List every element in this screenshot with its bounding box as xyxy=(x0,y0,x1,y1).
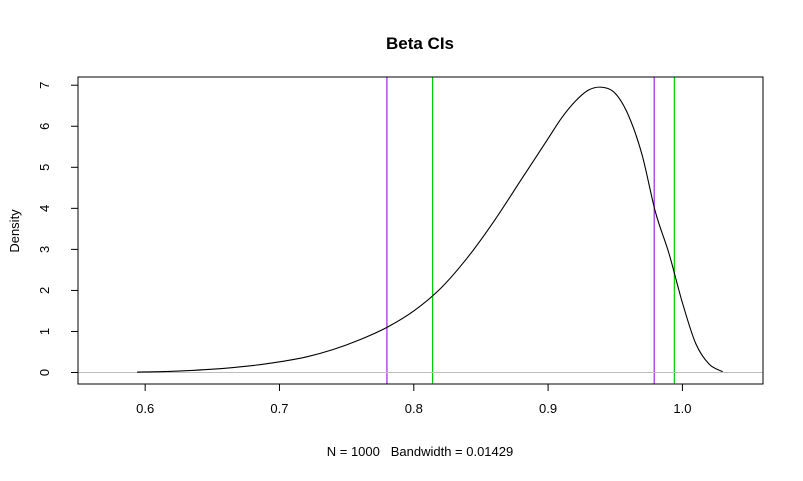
y-axis-label: Density xyxy=(7,209,22,253)
y-tick-label: 2 xyxy=(37,287,52,294)
y-tick-label: 5 xyxy=(37,164,52,171)
plot-layer xyxy=(78,77,763,384)
y-tick-label: 6 xyxy=(37,123,52,130)
y-tick-label: 7 xyxy=(37,82,52,89)
x-tick-label: 0.7 xyxy=(270,401,288,416)
y-tick-label: 0 xyxy=(37,369,52,376)
x-axis-label: N = 1000 Bandwidth = 0.01429 xyxy=(327,444,513,459)
y-tick-label: 4 xyxy=(37,205,52,212)
x-tick-label: 0.8 xyxy=(405,401,423,416)
y-tick-label: 3 xyxy=(37,246,52,253)
density-curve-0 xyxy=(137,86,723,373)
y-tick-label: 1 xyxy=(37,328,52,335)
x-axis: 0.6 0.7 0.8 0.9 1.0 xyxy=(136,383,691,416)
plot-frame xyxy=(77,76,764,385)
x-tick-label: 1.0 xyxy=(673,401,691,416)
chart-title: Beta CIs xyxy=(386,34,454,53)
y-axis: 0 1 2 3 4 5 6 7 xyxy=(37,82,79,376)
x-tick-label: 0.6 xyxy=(136,401,154,416)
x-tick-label: 0.9 xyxy=(539,401,557,416)
